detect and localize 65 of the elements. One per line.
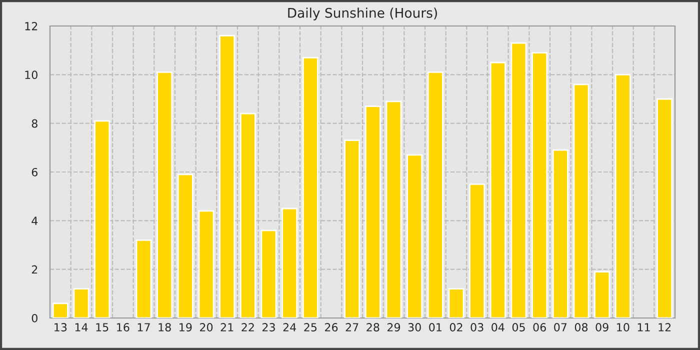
x-tick-label: 16 (117, 323, 130, 332)
bar (364, 106, 381, 318)
x-tick-label: 17 (138, 323, 150, 332)
x-tick-label: 28 (366, 323, 380, 332)
x-tick-label: 15 (96, 323, 108, 332)
bar (282, 208, 298, 318)
x-tick-label: 11 (638, 323, 650, 332)
bar (240, 112, 256, 318)
x-tick-label: 01 (429, 323, 442, 332)
bar (156, 72, 173, 318)
x-tick-label: 19 (180, 323, 192, 332)
y-tick-label: 10 (25, 70, 38, 80)
bar (573, 84, 590, 318)
x-tick-label: 30 (408, 323, 421, 332)
x-tick-label: 27 (346, 323, 358, 332)
y-tick-label: 2 (32, 265, 38, 274)
bar (52, 302, 68, 318)
x-tick-label: 26 (324, 323, 338, 332)
x-tick-label: 22 (242, 323, 254, 332)
bar (469, 183, 486, 318)
x-tick-label: 09 (596, 323, 608, 332)
bar (260, 230, 277, 318)
y-tick-label: 6 (32, 168, 38, 176)
x-tick-label: 25 (304, 323, 317, 332)
x-tick-label: 23 (262, 323, 275, 332)
x-tick-label: 02 (450, 323, 462, 332)
bar (177, 174, 194, 318)
bar (302, 56, 318, 318)
x-tick-label: 14 (75, 323, 88, 332)
bar (94, 120, 110, 318)
x-tick-label: 18 (158, 323, 171, 332)
x-tick-label: 07 (554, 323, 567, 332)
bar (406, 154, 423, 318)
x-tick-label: 21 (220, 323, 234, 332)
bar (448, 288, 464, 318)
bar (656, 98, 673, 318)
x-tick-label: 24 (283, 323, 296, 332)
bar (73, 288, 90, 318)
bar (344, 140, 360, 318)
x-tick-label: 08 (574, 323, 588, 332)
y-tick-label: 12 (25, 22, 38, 30)
x-tick-label: 13 (54, 323, 67, 332)
bar (510, 42, 527, 318)
x-tick-label: 03 (470, 323, 484, 332)
bar (552, 149, 568, 318)
bar (198, 210, 214, 318)
chart-title: Daily Sunshine (Hours) (288, 8, 437, 20)
bar (614, 74, 631, 318)
bar (386, 100, 402, 318)
bar (136, 239, 152, 318)
y-tick-label: 0 (32, 314, 38, 322)
x-tick-label: 04 (492, 323, 504, 332)
bar (219, 35, 236, 318)
bar (594, 271, 610, 318)
x-tick-label: 06 (533, 323, 546, 332)
x-tick-label: 12 (658, 323, 671, 332)
x-tick-label: 10 (617, 323, 630, 332)
x-tick-label: 20 (200, 323, 213, 332)
y-tick-label: 4 (32, 216, 38, 225)
bar (490, 62, 506, 318)
bar (427, 72, 444, 318)
x-tick-label: 29 (387, 323, 400, 332)
bar (532, 52, 548, 318)
x-tick-label: 05 (512, 323, 525, 332)
y-tick-label: 8 (32, 119, 38, 128)
